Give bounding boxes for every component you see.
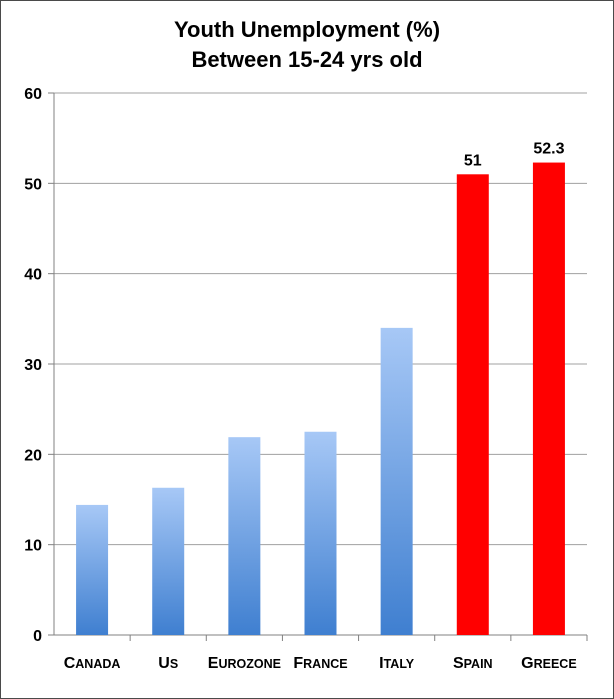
x-tick-label: FRANCE [293, 655, 347, 672]
x-tick-label: GREECE [521, 655, 577, 672]
x-tick-label: SPAIN [453, 655, 493, 672]
data-label: 52.3 [533, 141, 564, 158]
y-tick-label: 60 [24, 86, 42, 103]
x-tick-label: US [158, 655, 178, 672]
bar-greece [532, 162, 565, 635]
data-label: 51 [464, 152, 482, 169]
bar-spain [456, 174, 489, 636]
y-tick-label: 40 [24, 267, 42, 284]
y-tick-label: 0 [33, 628, 42, 645]
bar-eurozone [228, 437, 261, 635]
bar-france [304, 431, 337, 635]
bar-us [152, 487, 185, 635]
x-tick-label: ITALY [379, 655, 415, 672]
labels: 0 10 20 30 40 50 60 CANADA US EUROZONE FRANCE ITALY… [24, 86, 576, 672]
x-tick-label: CANADA [64, 655, 121, 672]
chart-title: Youth Unemployment (%) Between 15-24 yrs… [1, 15, 613, 75]
bar-italy [380, 327, 413, 635]
x-tick-label: EUROZONE [208, 655, 281, 672]
y-tick-label: 10 [24, 538, 42, 555]
y-tick-label: 50 [24, 176, 42, 193]
chart-title-line1: Youth Unemployment (%) [173, 17, 441, 42]
y-tick-label: 30 [24, 357, 42, 374]
chart-title-line2: Between 15-24 yrs old [191, 47, 423, 72]
bars [76, 162, 565, 636]
y-tick-label: 20 [24, 447, 42, 464]
bar-canada [76, 504, 109, 635]
